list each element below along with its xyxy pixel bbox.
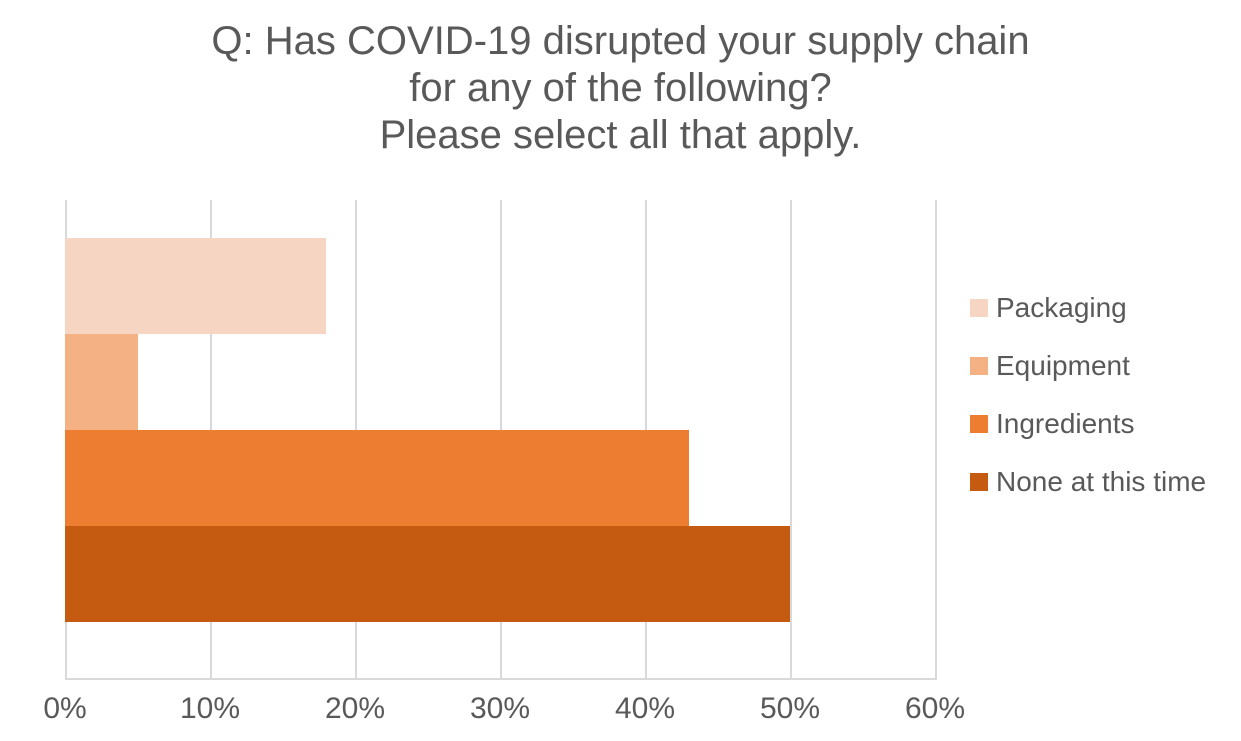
bar-equipment (65, 334, 138, 430)
chart-container: Q: Has COVID-19 disrupted your supply ch… (0, 0, 1241, 741)
x-tick-label: 20% (325, 692, 385, 726)
x-tick-label: 60% (905, 692, 965, 726)
chart-title: Q: Has COVID-19 disrupted your supply ch… (0, 18, 1241, 160)
legend-swatch-icon (970, 415, 988, 433)
legend-label: Equipment (996, 350, 1130, 382)
legend-label: Packaging (996, 292, 1127, 324)
gridline (935, 200, 937, 680)
bar-ingredients (65, 430, 689, 526)
legend-label: None at this time (996, 466, 1206, 498)
x-tick-label: 50% (760, 692, 820, 726)
legend-item: Packaging (970, 292, 1206, 324)
bar-none-at-this-time (65, 526, 790, 622)
legend-item: Equipment (970, 350, 1206, 382)
x-tick-label: 0% (43, 692, 86, 726)
x-tick-label: 10% (180, 692, 240, 726)
legend-item: None at this time (970, 466, 1206, 498)
x-tick-label: 40% (615, 692, 675, 726)
bar-packaging (65, 238, 326, 334)
gridline (790, 200, 792, 680)
legend-item: Ingredients (970, 408, 1206, 440)
legend-label: Ingredients (996, 408, 1135, 440)
legend-swatch-icon (970, 473, 988, 491)
legend: Packaging Equipment Ingredients None at thi… (970, 292, 1206, 498)
legend-swatch-icon (970, 299, 988, 317)
legend-swatch-icon (970, 357, 988, 375)
x-tick-label: 30% (470, 692, 530, 726)
plot-area: 0%10%20%30%40%50%60% (65, 200, 935, 680)
